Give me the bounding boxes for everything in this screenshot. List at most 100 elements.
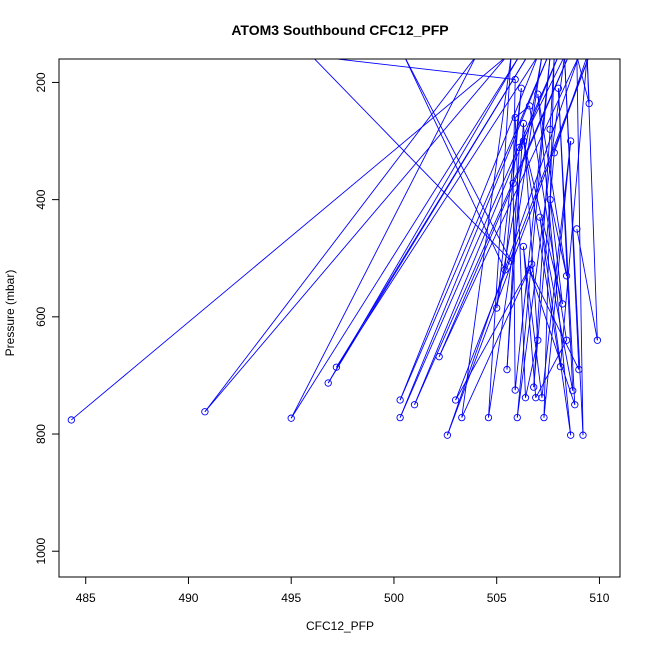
data-point xyxy=(546,195,554,204)
series-line-segment xyxy=(549,59,555,130)
series-line-segment xyxy=(336,59,527,368)
y-tick-label: 400 xyxy=(34,189,48,209)
data-point xyxy=(562,336,571,344)
series-line-segment xyxy=(405,59,512,262)
data-point xyxy=(575,365,583,374)
series-line-segment xyxy=(399,59,558,418)
data-point xyxy=(519,242,528,251)
data-point xyxy=(569,387,577,395)
series-line-segment xyxy=(414,59,568,405)
series-line-segment xyxy=(516,59,551,418)
series-line-segment xyxy=(461,263,533,418)
data-point xyxy=(513,413,521,422)
series-line-segment xyxy=(522,140,563,305)
series-line-segment xyxy=(549,199,568,276)
x-tick-label: 495 xyxy=(281,591,301,605)
series-line-segment xyxy=(438,59,579,357)
data-point xyxy=(519,119,528,128)
series-line-segment xyxy=(543,59,555,418)
data-point xyxy=(332,363,341,371)
data-point xyxy=(517,84,526,92)
chart-title: ATOM3 Southbound CFC12_PFP xyxy=(231,22,448,38)
data-point xyxy=(521,394,530,402)
data-point xyxy=(567,137,575,145)
data-point xyxy=(536,213,544,221)
data-point xyxy=(519,137,528,145)
data-point xyxy=(443,431,452,439)
series-line-segment xyxy=(512,79,516,184)
y-tick-label: 200 xyxy=(34,72,48,92)
series-line-segment xyxy=(512,183,516,391)
series-line-segment xyxy=(204,59,506,413)
series-line-segment xyxy=(586,59,598,341)
series-line-segment xyxy=(514,117,526,398)
series-line-segment xyxy=(461,59,512,418)
series-line-segment xyxy=(529,269,576,405)
series-line-segment xyxy=(290,59,476,419)
x-tick-label: 500 xyxy=(384,591,404,605)
data-point xyxy=(509,179,517,187)
data-point xyxy=(538,394,546,402)
series-line-segment xyxy=(539,217,574,391)
series-line-segment xyxy=(533,152,555,388)
data-point xyxy=(507,257,515,265)
data-point xyxy=(458,413,466,422)
data-point xyxy=(287,414,295,422)
series-line-segment xyxy=(537,94,572,436)
series-line-segment xyxy=(514,59,551,391)
series-line-segment xyxy=(71,59,505,421)
series-line-segment xyxy=(564,59,584,436)
series-line-segment xyxy=(290,59,518,419)
data-point xyxy=(534,90,542,98)
series-line-segment xyxy=(399,59,548,418)
data-point xyxy=(493,304,501,312)
data-point xyxy=(525,266,534,274)
x-tick-label: 510 xyxy=(589,591,609,605)
x-tick-label: 490 xyxy=(178,591,198,605)
series-line-segment xyxy=(541,140,572,398)
series-line-segment xyxy=(446,59,579,436)
data-point xyxy=(484,413,493,422)
x-tick-label: 485 xyxy=(76,591,96,605)
y-tick-label: 600 xyxy=(34,306,48,326)
data-point xyxy=(503,365,511,374)
data-point xyxy=(435,353,443,361)
data-point xyxy=(511,75,519,84)
y-tick-label: 1000 xyxy=(34,538,48,565)
y-axis-label: Pressure (mbar) xyxy=(3,270,17,357)
data-point xyxy=(501,266,509,274)
series-line-segment xyxy=(557,88,576,405)
data-point xyxy=(67,416,75,424)
data-point xyxy=(571,401,579,409)
series-line-segment xyxy=(204,59,475,413)
series-line-segment xyxy=(522,246,537,398)
data-point xyxy=(554,84,563,92)
data-point xyxy=(515,143,523,152)
data-point xyxy=(546,125,554,133)
data-point xyxy=(525,102,534,110)
data-point xyxy=(511,113,519,122)
series-line-segment xyxy=(399,59,548,401)
data-point xyxy=(556,362,565,371)
series-line-segment xyxy=(522,123,539,341)
plot-frame xyxy=(58,58,621,578)
plot-layer: 485 490 495 500 505 510 200 400 600 800 1000 xyxy=(34,58,621,605)
series-line-segment xyxy=(313,59,512,262)
data-point xyxy=(324,379,332,387)
series-line-segment xyxy=(405,59,506,271)
series-line-segment xyxy=(496,88,522,309)
series-line-segment xyxy=(549,199,563,304)
data-point xyxy=(585,99,593,108)
data-point xyxy=(573,225,581,233)
data-point xyxy=(511,386,519,394)
series-line-segment xyxy=(537,94,568,276)
series-line-segment xyxy=(529,269,580,370)
data-point xyxy=(451,396,460,404)
y-tick-label: 800 xyxy=(34,424,48,444)
series-line-segment xyxy=(577,59,590,104)
data-point xyxy=(550,149,558,157)
series-line-segment xyxy=(333,59,516,80)
series-line-segment xyxy=(516,59,565,418)
